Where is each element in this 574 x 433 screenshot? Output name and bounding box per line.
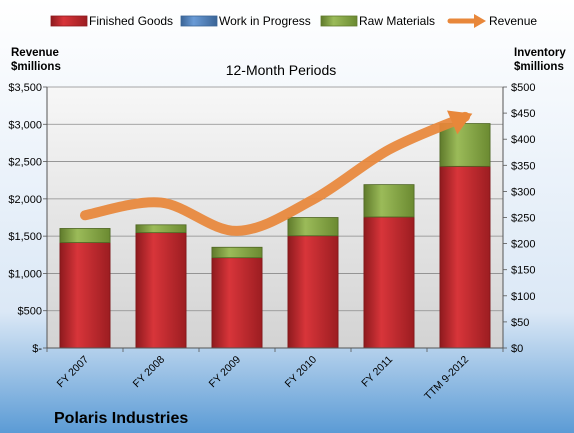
gridlines [47, 86, 503, 349]
left-axis-tick-label: $1,000 [8, 268, 42, 280]
bar-finished-goods [135, 232, 187, 349]
bars [59, 123, 491, 349]
legend: Finished Goods Work in Progress Raw Mate… [50, 14, 537, 28]
revenue-line [80, 111, 470, 236]
legend-swatch-raw-materials [320, 15, 358, 27]
left-axis-title-line2: $millions [11, 61, 61, 73]
bar-finished-goods [59, 242, 111, 349]
left-axis-tick-label: $3,500 [8, 82, 42, 94]
left-axis-title-line1: Revenue [11, 47, 59, 59]
right-axis-tick-label: $50 [511, 317, 529, 329]
company-name: Polaris Industries [54, 410, 188, 427]
right-axis-tick-label: $300 [511, 186, 535, 198]
bar-finished-goods [439, 165, 491, 349]
right-axis-tick-label: $400 [511, 134, 535, 146]
right-axis-tick-label: $450 [511, 108, 535, 120]
bar-raw-materials [135, 224, 187, 234]
bar-raw-materials [287, 217, 339, 237]
chart-subtitle: 12-Month Periods [226, 62, 337, 78]
legend-label-work-in-progress: Work in Progress [219, 14, 311, 28]
right-axis-tick-label: $0 [511, 343, 523, 355]
legend-item-raw-materials: Raw Materials [320, 14, 435, 28]
legend-arrow-icon [474, 14, 486, 28]
legend-label-raw-materials: Raw Materials [359, 14, 435, 28]
revenue-line-layer [80, 110, 473, 236]
legend-item-work-in-progress: Work in Progress [180, 14, 311, 28]
right-axis-tick-label: $100 [511, 291, 535, 303]
right-axis-tick-label: $350 [511, 160, 535, 172]
bar-raw-materials [59, 228, 111, 243]
bar-finished-goods [211, 257, 263, 349]
right-axis-tick-label: $250 [511, 213, 535, 225]
right-axis-tick-label: $200 [511, 239, 535, 251]
right-axis-title-line1: Inventory [514, 47, 566, 59]
right-axis-title-line2: $millions [514, 61, 564, 73]
bar-raw-materials [211, 246, 263, 259]
bar-raw-materials [439, 123, 491, 167]
bar-raw-materials [363, 184, 415, 218]
legend-label-finished-goods: Finished Goods [89, 14, 173, 28]
bar-finished-goods [287, 235, 339, 349]
legend-swatch-work-in-progress [180, 15, 218, 27]
left-axis-tick-label: $2,000 [8, 194, 42, 206]
bar-finished-goods [363, 216, 415, 349]
left-axis-tick-label: $1,500 [8, 231, 42, 243]
left-axis-tick-label: $2,500 [8, 157, 42, 169]
left-axis-tick-label: $- [32, 343, 42, 355]
right-axis-tick-label: $150 [511, 265, 535, 277]
legend-item-revenue: Revenue [447, 14, 537, 28]
legend-item-finished-goods: Finished Goods [50, 14, 173, 28]
left-axis-tick-label: $500 [18, 306, 42, 318]
legend-swatch-finished-goods [50, 15, 88, 27]
legend-label-revenue: Revenue [489, 14, 537, 28]
revenue-arrowhead [446, 110, 473, 135]
left-axis-tick-label: $3,000 [8, 119, 42, 131]
right-axis-tick-label: $500 [511, 82, 535, 94]
